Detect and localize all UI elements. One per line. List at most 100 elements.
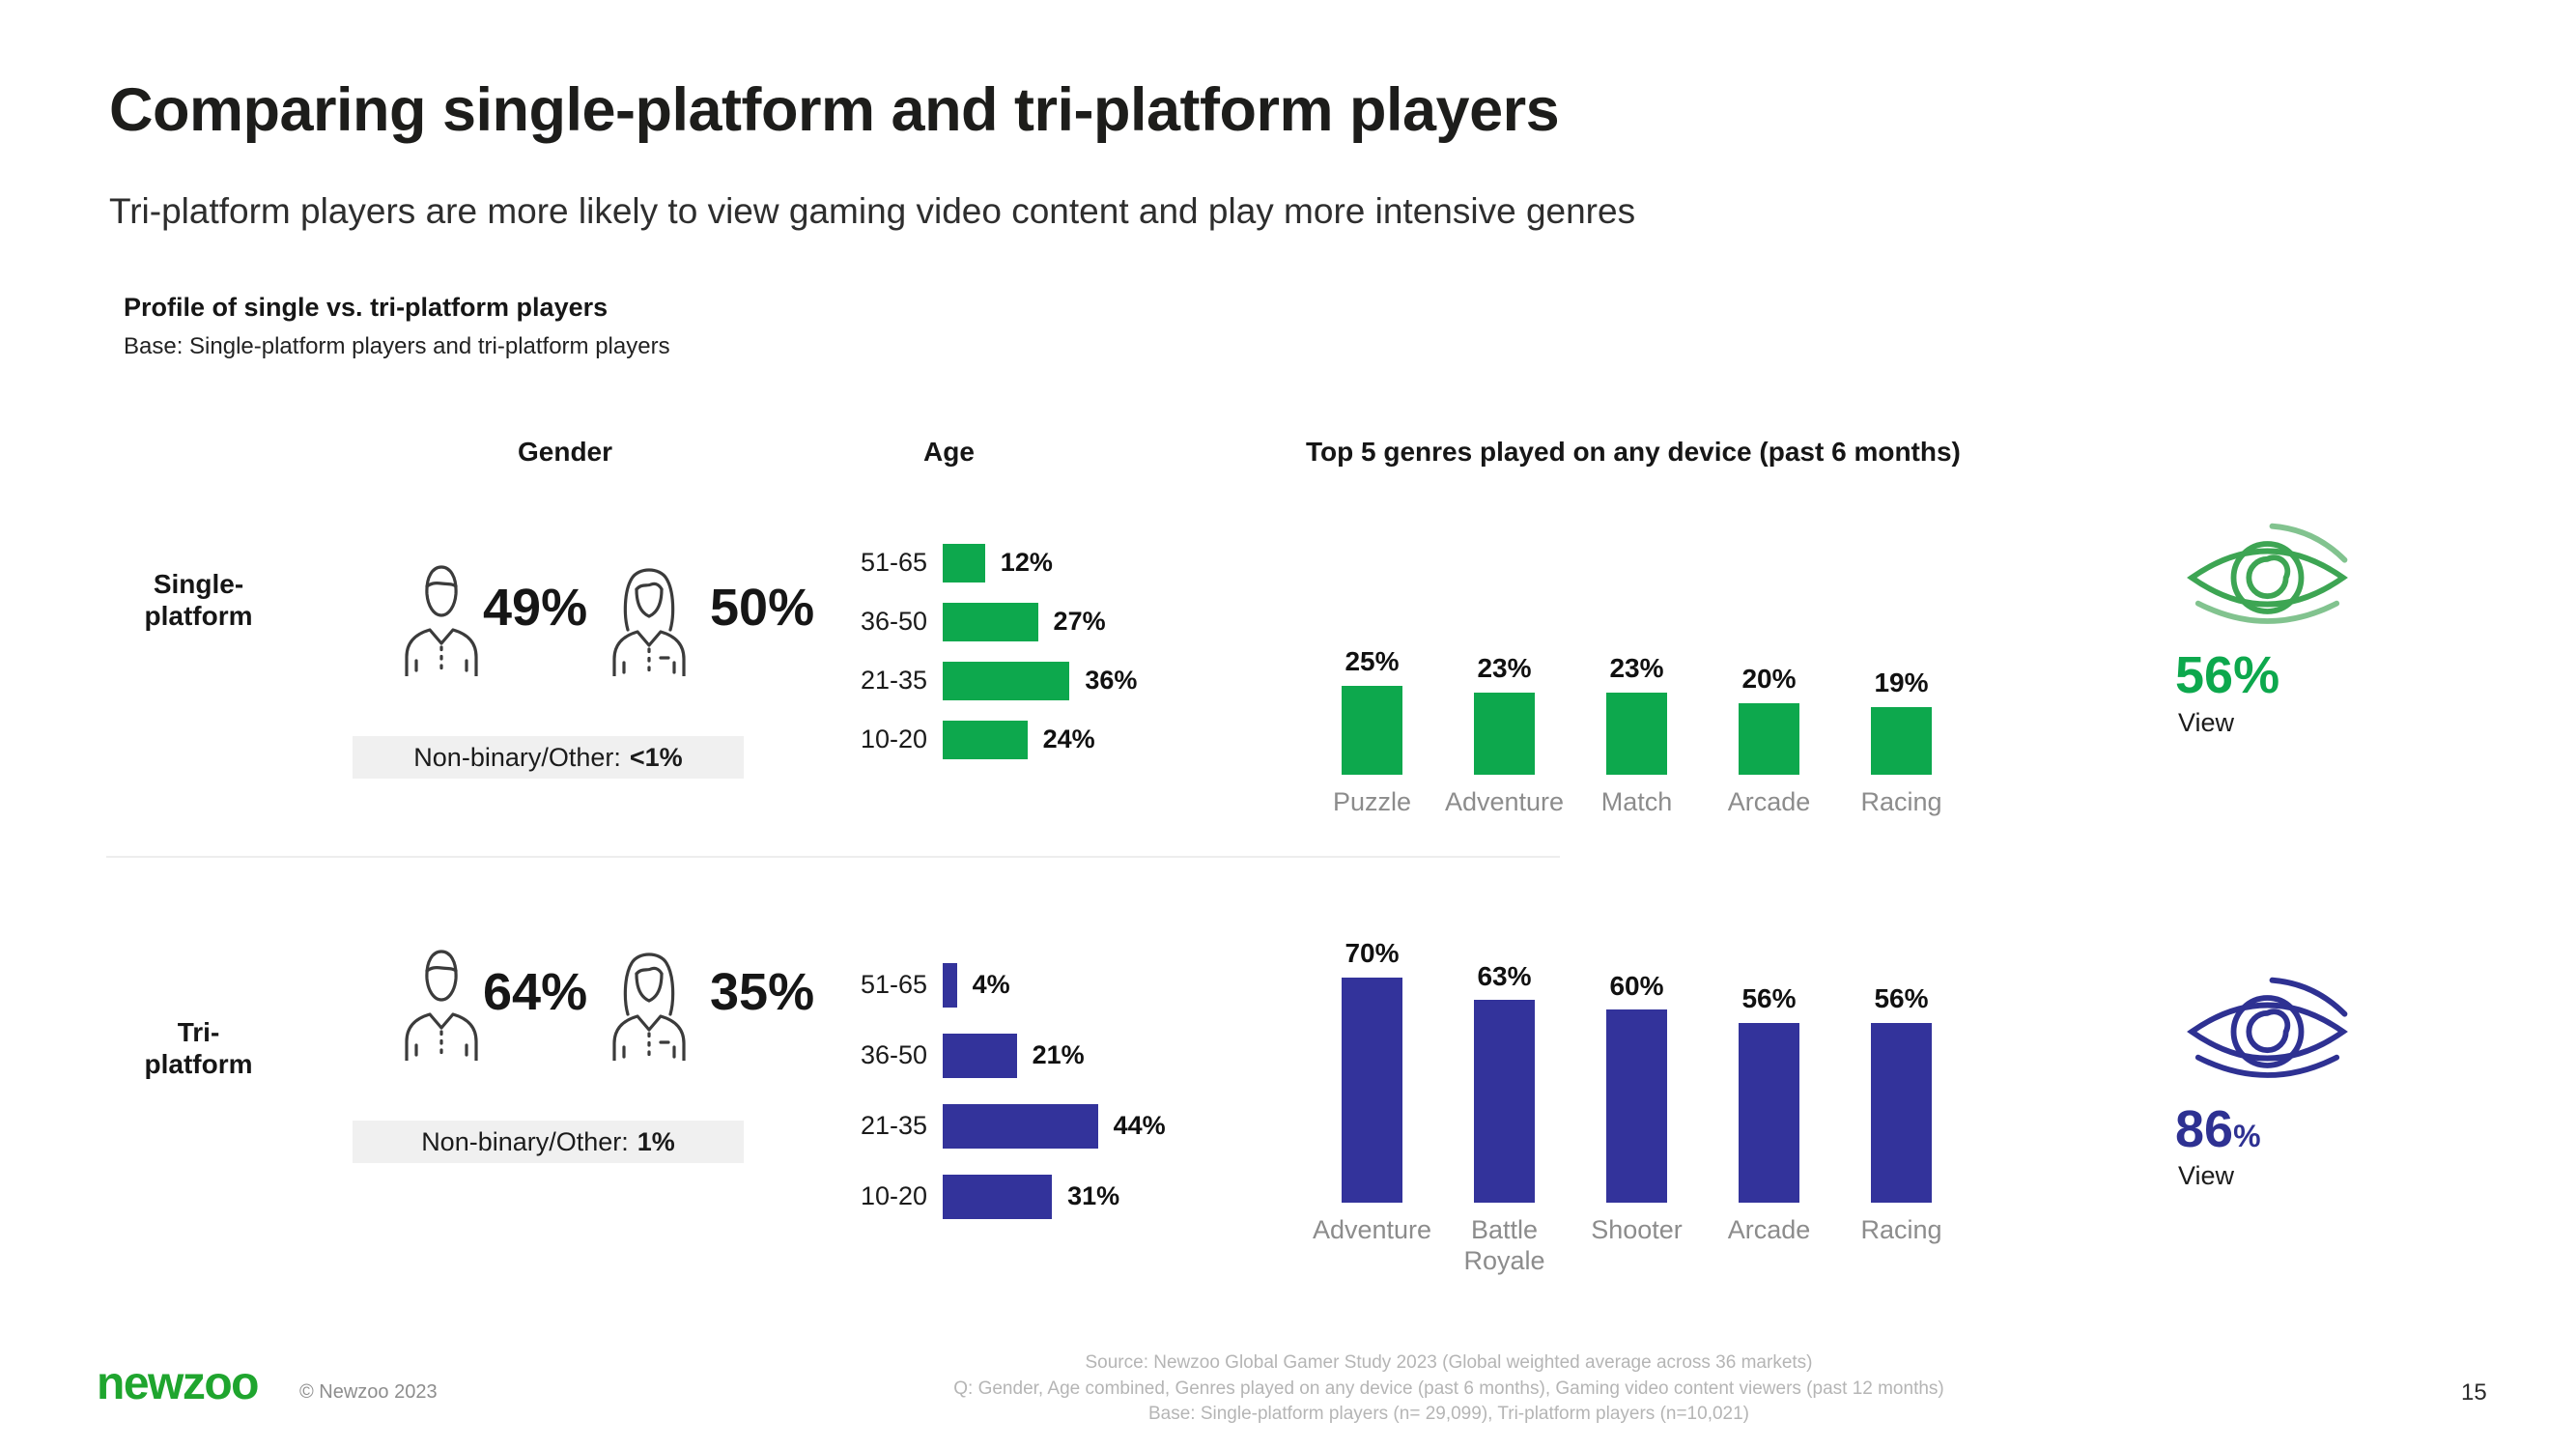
age-bar-value: 36%: [1085, 666, 1138, 695]
age-tick-label: 36-50: [860, 607, 927, 636]
age-chart-row: 21-35 44%: [850, 1091, 1166, 1161]
genre-chart-column: 56% Racing: [1835, 937, 1967, 1245]
row-label-line: platform: [144, 1049, 253, 1080]
age-bar-value: 4%: [972, 970, 1010, 999]
age-bar: [943, 720, 1028, 759]
source-line: Source: Newzoo Global Gamer Study 2023 (…: [1085, 1352, 1813, 1373]
genre-chart-column: 70% Adventure: [1306, 937, 1438, 1245]
genre-chart-tri: 70% Adventure 63% Battle Royale 60% Shooter 56…: [1306, 937, 1967, 1277]
genre-category-label: Racing: [1860, 787, 1942, 816]
genre-bar-value: 23%: [1477, 653, 1532, 684]
row-label-single-platform: Single- platform: [114, 568, 283, 632]
chart-block-base-note: Base: Single-platform players and tri-pl…: [124, 333, 670, 359]
genre-category-label: Puzzle: [1332, 787, 1412, 816]
genre-bar: [1606, 692, 1667, 775]
nonbinary-label: Non-binary/Other:: [421, 1126, 629, 1156]
age-chart-single: 51-65 12% 36-50 27% 21-35 36% 10-20 24%: [850, 533, 1137, 769]
female-percentage-single: 50%: [710, 579, 815, 637]
genre-category-label: Arcade: [1727, 787, 1811, 816]
nonbinary-note-tri: Non-binary/Other: 1%: [353, 1121, 744, 1163]
age-chart-row: 36-50 21%: [850, 1020, 1166, 1091]
age-tick-label: 36-50: [860, 1040, 927, 1069]
source-line: Q: Gender, Age combined, Genres played o…: [953, 1378, 1944, 1399]
copyright-text: © Newzoo 2023: [299, 1381, 438, 1403]
view-percentage-tri: 86%: [2175, 1099, 2261, 1159]
genre-chart-column: 56% Arcade: [1703, 937, 1835, 1245]
percent-sign: %: [2233, 1119, 2261, 1153]
row-divider: [106, 856, 1560, 858]
nonbinary-value: 1%: [637, 1126, 675, 1156]
genre-chart-column: 19% Racing: [1835, 645, 1967, 817]
genre-chart-column: 20% Arcade: [1703, 645, 1835, 817]
nonbinary-value: <1%: [629, 742, 683, 772]
view-eye-icon-single: [2187, 523, 2348, 624]
age-bar-value: 27%: [1053, 607, 1106, 636]
age-bar: [943, 602, 1038, 641]
age-bar-value: 21%: [1032, 1040, 1085, 1069]
view-label-single: View: [2178, 708, 2235, 737]
view-label-tri: View: [2178, 1161, 2235, 1190]
age-bar: [943, 661, 1070, 700]
genre-category-label: Arcade: [1727, 1215, 1811, 1244]
genre-category-label: Adventure: [1312, 1215, 1432, 1244]
row-label-line: platform: [144, 601, 253, 632]
age-tick-label: 10-20: [860, 724, 927, 753]
age-chart-row: 10-20 31%: [850, 1161, 1166, 1232]
percent-sign: %: [2233, 646, 2280, 704]
age-tick-label: 10-20: [860, 1181, 927, 1210]
male-percentage-single: 49%: [483, 579, 588, 637]
genre-bar-value: 60%: [1609, 970, 1664, 1001]
male-percentage-tri: 64%: [483, 963, 588, 1021]
genre-bar-value: 56%: [1874, 982, 1929, 1013]
genre-chart-column: 23% Adventure: [1438, 645, 1571, 817]
genre-category-label: Adventure: [1444, 787, 1565, 816]
genre-bar-value: 20%: [1741, 664, 1797, 695]
age-chart-row: 36-50 27%: [850, 592, 1137, 651]
age-chart-row: 10-20 24%: [850, 710, 1137, 769]
age-tick-label: 21-35: [860, 1111, 927, 1140]
age-bar: [943, 543, 985, 582]
view-percentage-single: 56%: [2175, 645, 2279, 705]
source-note: Source: Newzoo Global Gamer Study 2023 (…: [869, 1350, 2028, 1428]
newzoo-logo: newzoo: [97, 1358, 260, 1409]
chart-block-title: Profile of single vs. tri-platform playe…: [124, 293, 609, 322]
age-bar-value: 24%: [1042, 724, 1095, 753]
male-icon: [405, 565, 478, 676]
female-icon: [612, 568, 686, 676]
female-percentage-tri: 35%: [710, 963, 815, 1021]
age-chart-row: 51-65 4%: [850, 950, 1166, 1020]
age-chart-row: 51-65 12%: [850, 533, 1137, 592]
genre-bar: [1474, 692, 1535, 775]
genre-chart-column: 23% Match: [1571, 645, 1703, 817]
view-percentage-number: 56: [2175, 646, 2234, 704]
age-tick-label: 51-65: [860, 548, 927, 577]
nonbinary-label: Non-binary/Other:: [413, 742, 621, 772]
view-eye-icon-tri: [2187, 977, 2348, 1078]
genre-category-label: Battle Royale: [1463, 1215, 1545, 1276]
genre-bar-value: 56%: [1741, 982, 1797, 1013]
age-chart-row: 21-35 36%: [850, 651, 1137, 710]
row-label-tri-platform: Tri- platform: [114, 1016, 283, 1080]
genre-bar-value: 23%: [1609, 653, 1664, 684]
genre-category-label: Shooter: [1591, 1215, 1683, 1244]
column-header-gender: Gender: [517, 437, 613, 467]
age-tick-label: 51-65: [860, 970, 927, 999]
genre-bar: [1871, 706, 1932, 775]
nonbinary-note-single: Non-binary/Other: <1%: [353, 736, 744, 779]
genre-chart-column: 63% Battle Royale: [1438, 937, 1571, 1277]
age-bar-value: 31%: [1067, 1181, 1120, 1210]
age-bar: [943, 1103, 1098, 1149]
age-bar: [943, 962, 957, 1008]
genre-bar: [1871, 1022, 1932, 1203]
genre-category-label: Racing: [1860, 1215, 1942, 1244]
row-label-line: Single-: [153, 569, 244, 599]
source-line: Base: Single-platform players (n= 29,099…: [1147, 1404, 1750, 1425]
age-chart-tri: 51-65 4% 36-50 21% 21-35 44% 10-20 31%: [850, 950, 1166, 1232]
genre-bar: [1739, 703, 1799, 775]
age-bar-value: 12%: [1000, 548, 1053, 577]
genre-bar-value: 19%: [1874, 668, 1929, 698]
row-label-line: Tri-: [177, 1017, 220, 1047]
genre-bar-value: 63%: [1477, 960, 1532, 991]
genre-chart-column: 60% Shooter: [1571, 937, 1703, 1245]
